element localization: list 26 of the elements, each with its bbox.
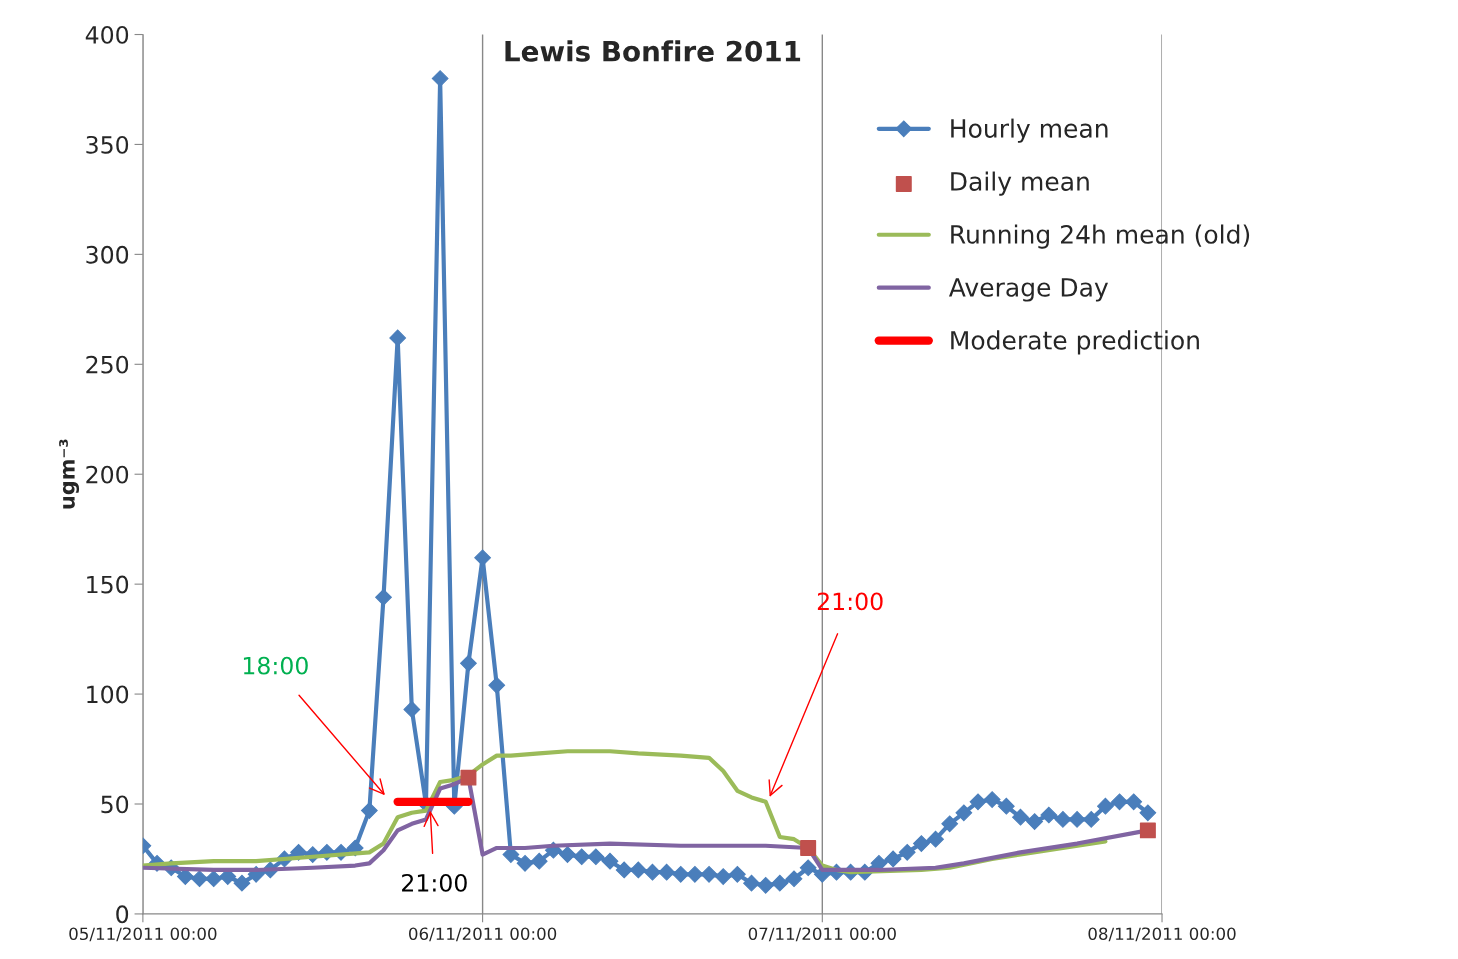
chart-title: Lewis Bonfire 2011 bbox=[505, 40, 801, 62]
y-tick-label: 350 bbox=[86, 135, 129, 154]
y-tick-label: 150 bbox=[87, 575, 129, 594]
annotation: 18:00 bbox=[243, 656, 308, 675]
y-tick-label: 400 bbox=[85, 25, 129, 44]
y-tick-label: 0 bbox=[116, 905, 129, 924]
legend-label: Average Day bbox=[948, 278, 1109, 302]
x-tick-label: 07/11/2011 00:00 bbox=[748, 927, 896, 942]
point bbox=[460, 769, 477, 786]
point bbox=[1139, 822, 1156, 839]
y-tick-label: 100 bbox=[87, 685, 129, 704]
y-axis-title: ugm⁻³ bbox=[59, 439, 80, 509]
x-tick-label: 08/11/2011 00:00 bbox=[1088, 927, 1236, 942]
legend-label: Running 24h mean (old) bbox=[951, 224, 1250, 249]
legend-label: Moderate prediction bbox=[951, 330, 1199, 355]
x-tick-label: 05/11/2011 00:00 bbox=[69, 927, 217, 942]
y-tick-label: 50 bbox=[101, 795, 129, 814]
legend-label: Hourly mean bbox=[951, 118, 1108, 143]
annotation: 21:00 bbox=[402, 873, 467, 892]
y-tick-label: 300 bbox=[86, 245, 129, 264]
y-tick-label: 250 bbox=[86, 355, 129, 374]
annotation: 21:00 bbox=[817, 592, 883, 611]
y-tick-label: 200 bbox=[86, 465, 129, 484]
point bbox=[800, 839, 817, 856]
legend-label: Daily mean bbox=[951, 171, 1089, 196]
x-tick-label: 06/11/2011 00:00 bbox=[409, 927, 557, 942]
